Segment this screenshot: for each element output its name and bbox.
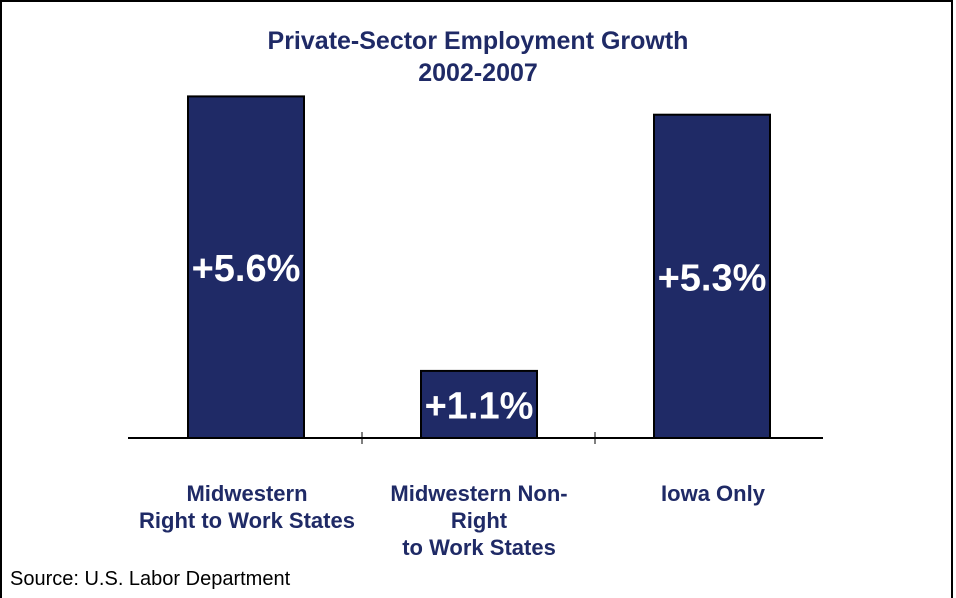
category-label-2-line-1: Iowa Only <box>661 481 765 506</box>
category-label-0: Midwestern Right to Work States <box>132 480 362 534</box>
category-label-1: Midwestern Non-Right to Work States <box>364 480 594 561</box>
bar-0 <box>187 95 305 440</box>
bar-1 <box>420 369 538 439</box>
bar-2 <box>653 113 771 439</box>
chart-title: Private-Sector Employment Growth <box>267 27 689 55</box>
category-label-1-line-1: Midwestern Non-Right <box>390 481 568 533</box>
category-label-1-line-2: to Work States <box>402 535 556 560</box>
data-label-0: +5.6% <box>192 248 301 290</box>
category-label-2: Iowa Only <box>598 480 828 507</box>
source-note: Source: U.S. Labor Department <box>10 568 291 590</box>
chart-subtitle: 2002-2007 <box>418 59 538 87</box>
category-label-0-line-2: Right to Work States <box>139 508 355 533</box>
category-label-0-line-1: Midwestern <box>186 481 308 506</box>
data-label-2: +5.3% <box>658 257 767 299</box>
data-label-1: +1.1% <box>425 385 534 427</box>
